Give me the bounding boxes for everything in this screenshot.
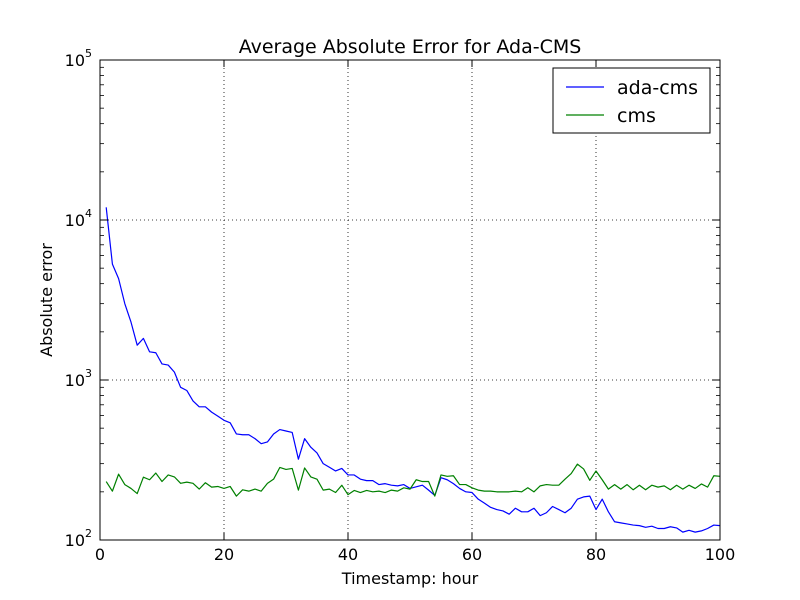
y-tick-label: 104: [65, 207, 92, 230]
chart-title: Average Absolute Error for Ada-CMS: [239, 36, 582, 58]
x-tick-label: 60: [462, 545, 482, 564]
y-tick-label: 102: [65, 527, 92, 550]
y-tick-label: 103: [65, 367, 92, 390]
series-layer: [105, 207, 721, 533]
x-tick-label: 80: [586, 545, 606, 564]
x-axis: 0 20 40 60 80 100: [95, 60, 735, 564]
legend-label-ada-cms: ada-cms: [617, 77, 698, 99]
x-tick-label: 0: [95, 545, 105, 564]
x-tick-label: 100: [705, 545, 736, 564]
y-axis: 102 103 104 105: [65, 47, 720, 550]
x-tick-label: 40: [338, 545, 358, 564]
x-tick-label: 20: [214, 545, 234, 564]
x-axis-label: Timestamp: hour: [341, 569, 479, 588]
legend-label-cms: cms: [617, 105, 656, 127]
series-line-ada-cms: [105, 207, 721, 533]
legend: ada-cms cms: [552, 67, 711, 134]
plot-frame: [99, 59, 721, 541]
y-tick-label: 105: [65, 47, 92, 70]
series-line-cms: [105, 463, 721, 497]
legend-box: [552, 67, 711, 134]
grid-lines: [100, 60, 720, 540]
y-axis-label: Absolute error: [37, 243, 56, 357]
